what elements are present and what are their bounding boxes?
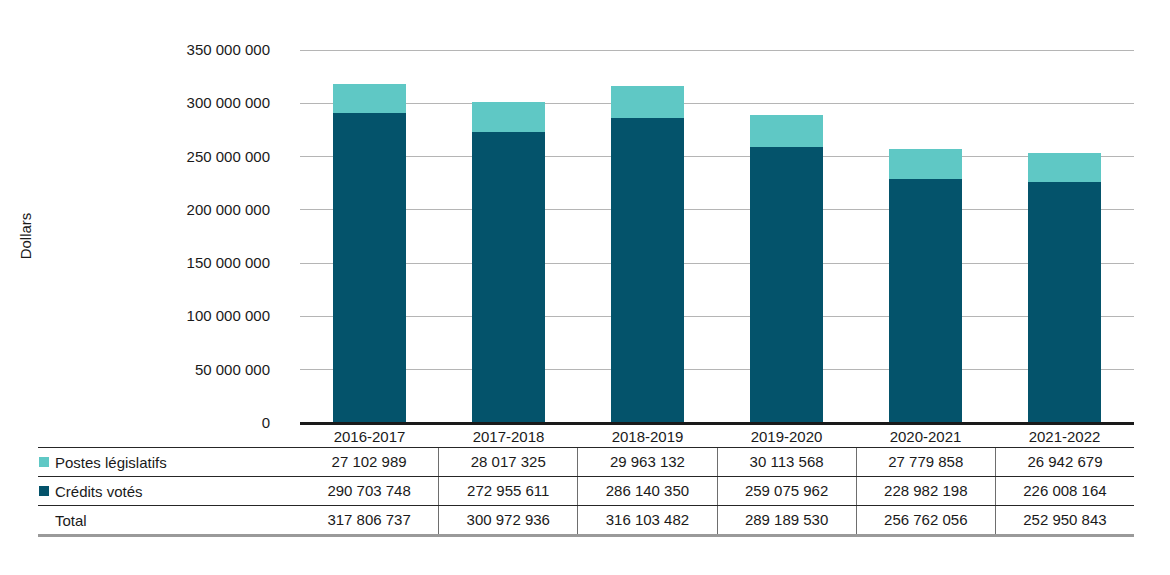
value-cell: 226 008 164 [995,477,1134,505]
legend-swatch-icon [39,457,49,467]
year-label: 2019-2020 [717,426,856,447]
value-cell: 256 762 056 [856,506,995,534]
value-cell: 27 779 858 [856,448,995,476]
row-label-cell: Crédits votés [38,483,300,500]
value-cell: 252 950 843 [995,506,1134,534]
table-row: Crédits votés 290 703 748272 955 611286 1… [38,477,1134,506]
x-axis-line [300,422,1134,425]
y-tick-label: 100 000 000 [150,307,270,325]
value-cell: 316 103 482 [577,506,716,534]
bar-segment-postes-legislatifs [611,86,684,118]
value-cell: 286 140 350 [577,477,716,505]
row-label-cell: Postes législatifs [38,454,300,471]
bar-segment-credits-votes [611,118,684,423]
table-row: Total 317 806 737300 972 936316 103 48228… [38,506,1134,534]
table-header-row: 2016-20172017-20182018-20192019-20202020… [38,426,1134,448]
gridline [300,50,1134,51]
value-cell: 30 113 568 [717,448,856,476]
bar-segment-postes-legislatifs [1028,153,1101,182]
value-cell: 290 703 748 [300,477,438,505]
y-tick-label: 300 000 000 [150,94,270,112]
value-cell: 289 189 530 [717,506,856,534]
bar-segment-postes-legislatifs [333,84,406,113]
row-label: Crédits votés [55,483,143,500]
value-cell: 27 102 989 [300,448,438,476]
bar-segment-postes-legislatifs [472,102,545,132]
year-label: 2016-2017 [300,426,439,447]
value-cell: 29 963 132 [577,448,716,476]
y-axis-title: Dollars [17,136,37,336]
y-tick-label: 200 000 000 [150,201,270,219]
bar-segment-postes-legislatifs [750,115,823,147]
row-label: Postes législatifs [55,454,167,471]
y-tick-label: 150 000 000 [150,254,270,272]
row-label: Total [55,512,87,529]
value-cell: 272 955 611 [438,477,577,505]
bar-segment-credits-votes [333,113,406,423]
data-table: 2016-20172017-20182018-20192019-20202020… [38,426,1134,537]
bar-segment-credits-votes [1028,182,1101,423]
legend-swatch-icon [39,486,49,496]
bar-segment-postes-legislatifs [889,149,962,179]
value-cell: 317 806 737 [300,506,438,534]
value-cell: 259 075 962 [717,477,856,505]
gridline [300,209,1134,210]
y-tick-label: 250 000 000 [150,148,270,166]
year-label: 2021-2022 [995,426,1134,447]
table-body: Postes législatifs 27 102 98928 017 32529… [38,448,1134,534]
stacked-bar-chart-figure: Dollars 350 000 000 300 000 000 250 000 00… [0,0,1170,575]
gridline [300,103,1134,104]
row-label-cell: Total [38,512,300,529]
year-label: 2017-2018 [439,426,578,447]
legend-swatch-placeholder [39,515,49,525]
gridline [300,263,1134,264]
gridline [300,316,1134,317]
bar-segment-credits-votes [472,132,545,423]
value-cell: 300 972 936 [438,506,577,534]
y-tick-label: 350 000 000 [150,41,270,59]
year-label: 2018-2019 [578,426,717,447]
bar-segment-credits-votes [889,179,962,423]
gridline [300,156,1134,157]
y-tick-label: 50 000 000 [150,361,270,379]
value-cell: 28 017 325 [438,448,577,476]
value-cell: 26 942 679 [995,448,1134,476]
plot-area [300,50,1134,423]
year-label: 2020-2021 [856,426,995,447]
table-row: Postes législatifs 27 102 98928 017 32529… [38,448,1134,477]
value-cell: 228 982 198 [856,477,995,505]
bar-segment-credits-votes [750,147,823,423]
gridline [300,369,1134,370]
